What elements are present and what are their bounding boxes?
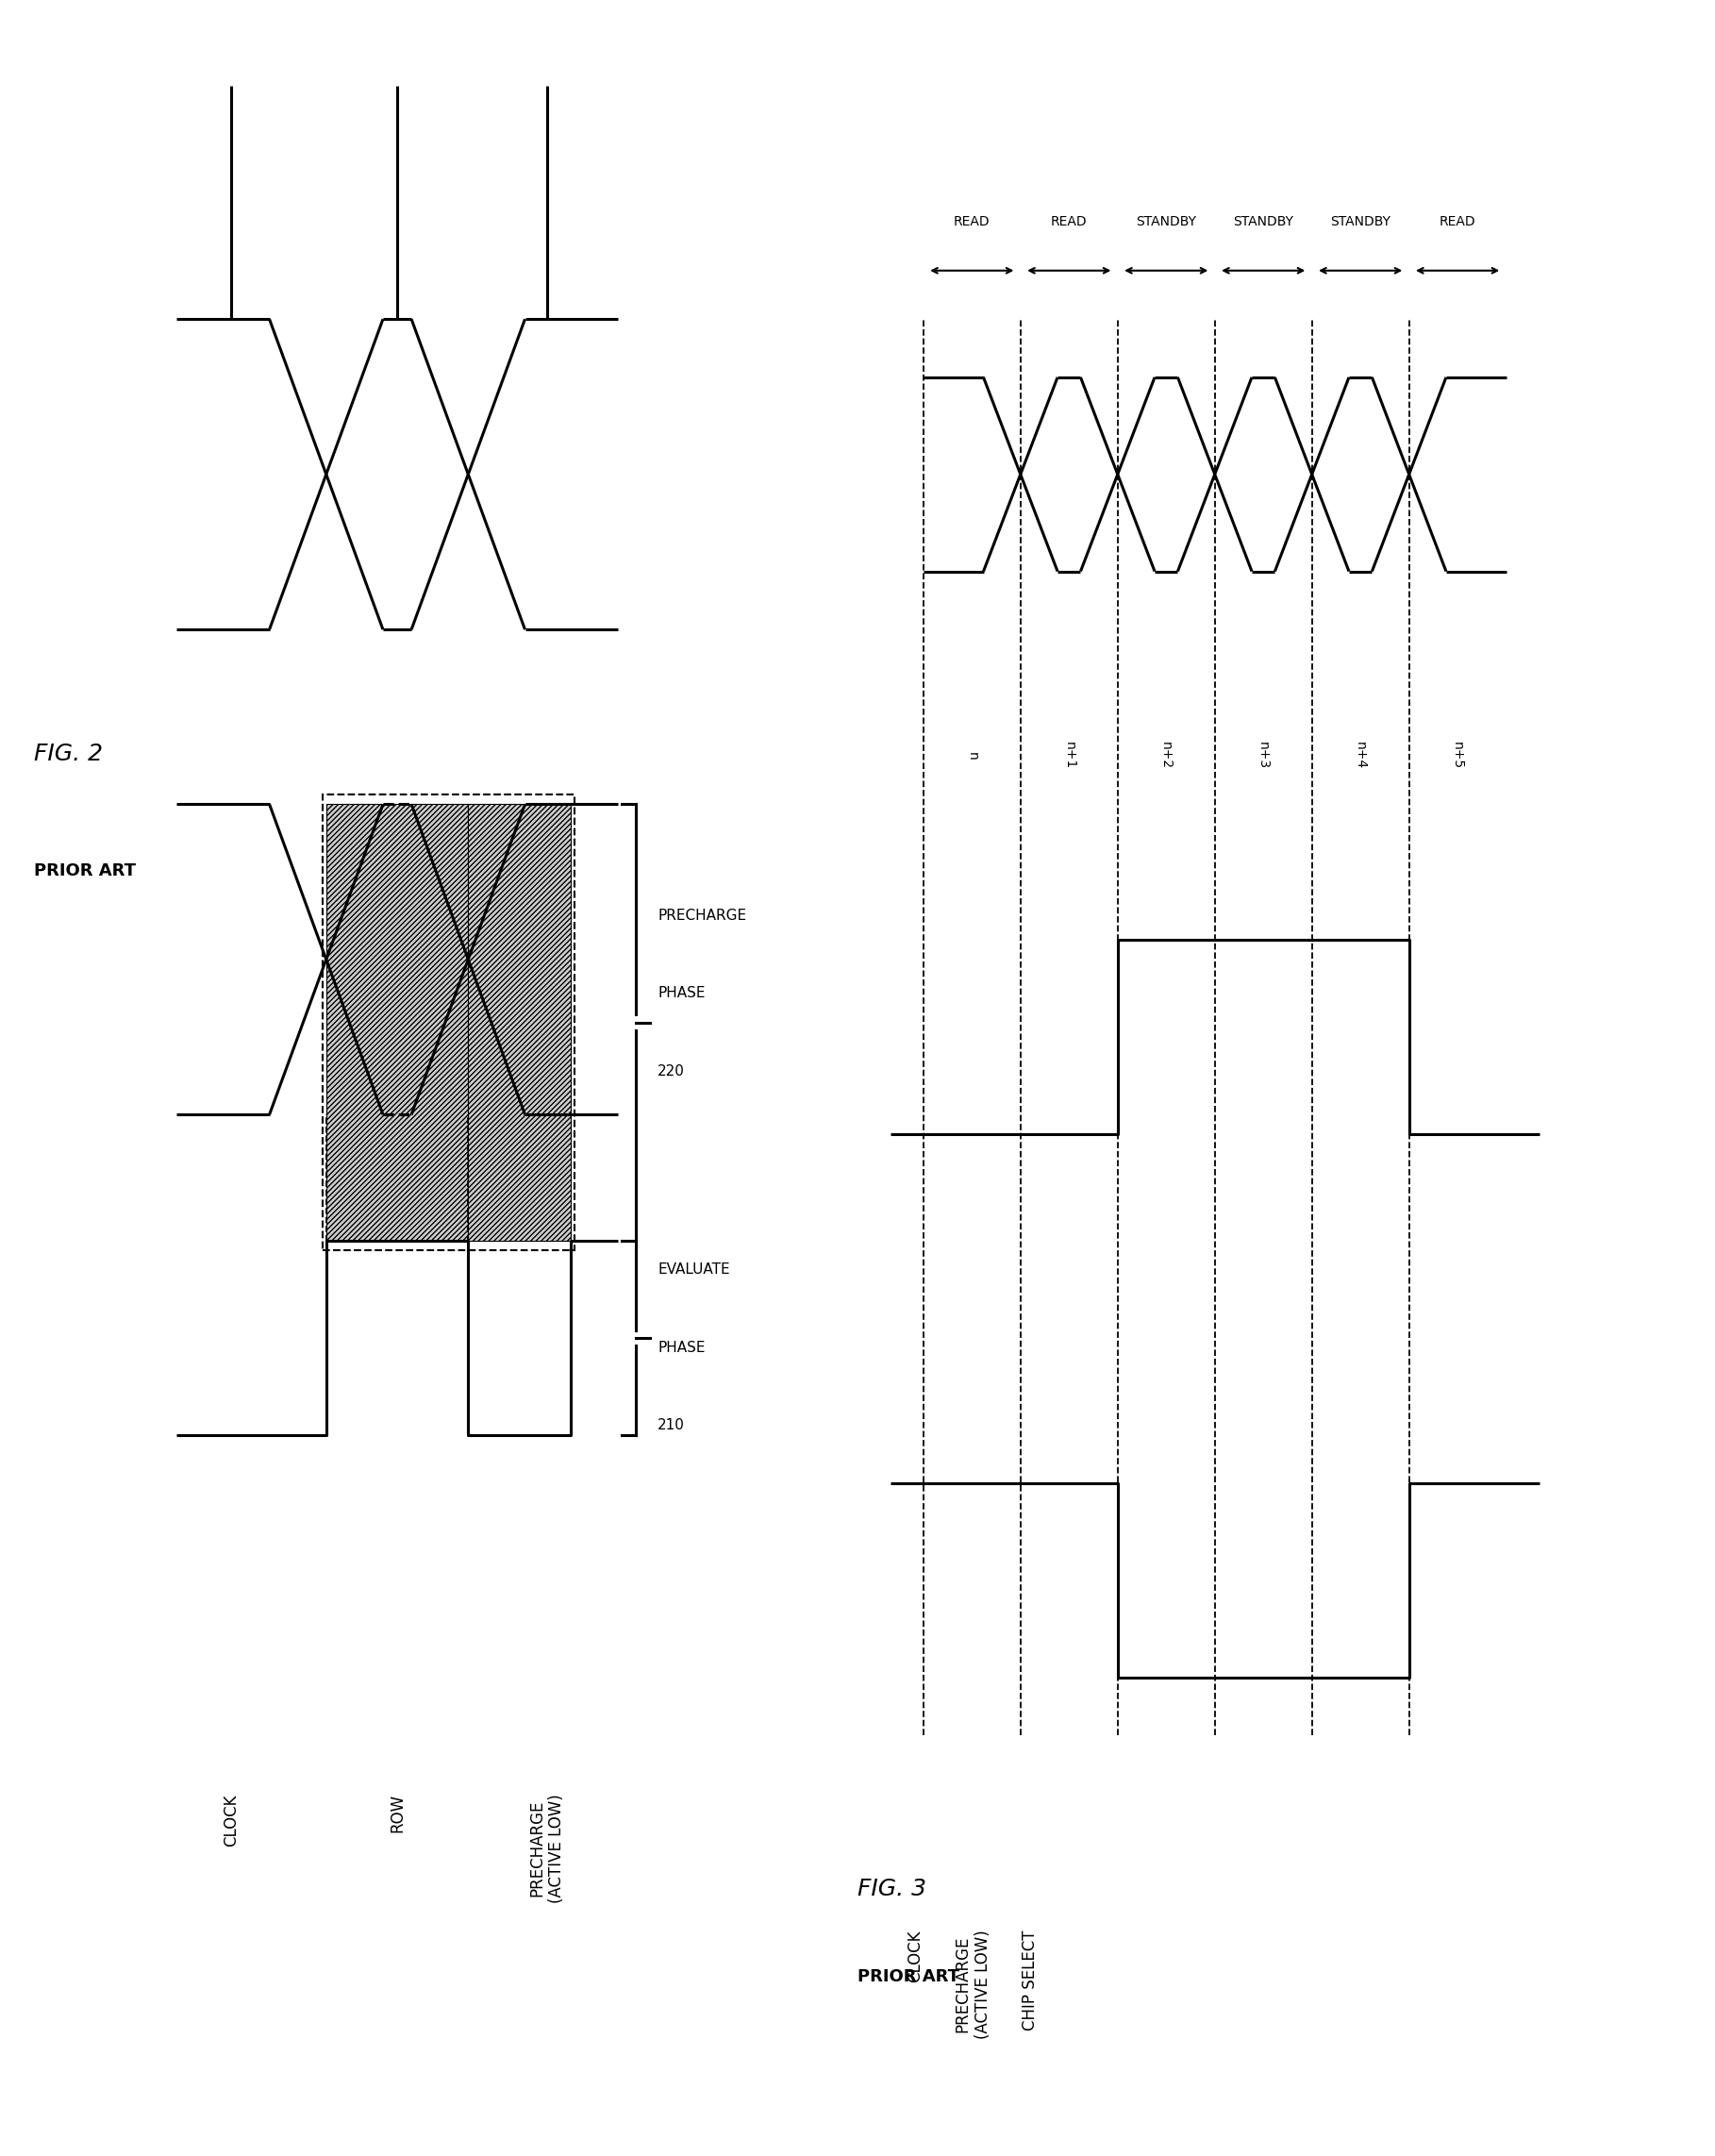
Text: PHASE: PHASE: [657, 985, 705, 1000]
Text: EVALUATE: EVALUATE: [657, 1263, 731, 1276]
Text: FIG. 2: FIG. 2: [34, 742, 103, 765]
Text: PHASE: PHASE: [657, 1341, 705, 1354]
Bar: [326, 804, 468, 1242]
Text: n+3: n+3: [1257, 742, 1269, 770]
Bar: [322, 793, 575, 1250]
Text: n+5: n+5: [1451, 742, 1465, 770]
Text: 220: 220: [657, 1063, 684, 1078]
Text: CLOCK: CLOCK: [223, 1794, 240, 1846]
Text: PRIOR ART: PRIOR ART: [858, 1968, 959, 1986]
Text: FIG. 3: FIG. 3: [858, 1878, 926, 1902]
Bar: [468, 804, 571, 1242]
Text: PRECHARGE: PRECHARGE: [657, 908, 746, 923]
Text: READ: READ: [1051, 216, 1087, 229]
Text: CLOCK: CLOCK: [907, 1930, 924, 1981]
Text: n+1: n+1: [1063, 742, 1075, 770]
Text: STANDBY: STANDBY: [1135, 216, 1197, 229]
Text: n+4: n+4: [1353, 742, 1367, 770]
Text: 210: 210: [657, 1419, 684, 1432]
Text: STANDBY: STANDBY: [1331, 216, 1391, 229]
Text: PRECHARGE
(ACTIVE LOW): PRECHARGE (ACTIVE LOW): [955, 1930, 991, 2040]
Text: READ: READ: [1439, 216, 1477, 229]
Text: PRECHARGE
(ACTIVE LOW): PRECHARGE (ACTIVE LOW): [528, 1794, 566, 1904]
Text: STANDBY: STANDBY: [1233, 216, 1293, 229]
Text: n: n: [966, 752, 979, 759]
Text: n+2: n+2: [1159, 742, 1173, 770]
Text: READ: READ: [954, 216, 990, 229]
Text: CHIP SELECT: CHIP SELECT: [1022, 1930, 1039, 2031]
Text: PRIOR ART: PRIOR ART: [34, 862, 135, 880]
Text: ROW: ROW: [389, 1794, 406, 1833]
